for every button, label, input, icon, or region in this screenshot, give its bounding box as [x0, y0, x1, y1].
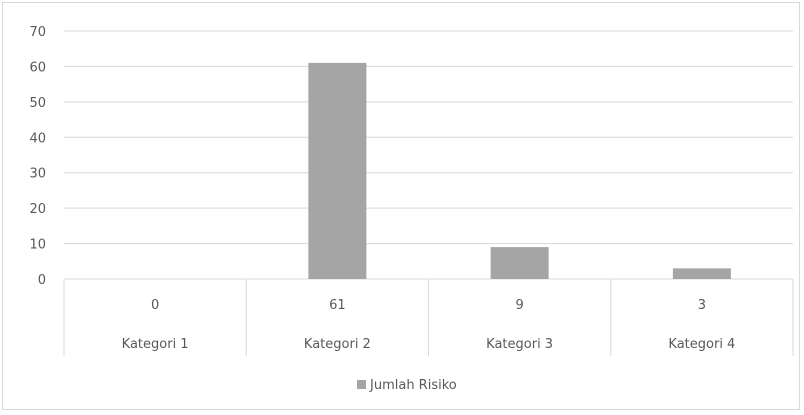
y-tick-label: 30 [29, 167, 46, 182]
data-label: 9 [515, 298, 523, 313]
y-tick-label: 40 [29, 131, 46, 146]
y-tick-label: 50 [29, 96, 46, 111]
bar [490, 247, 549, 279]
legend-label: Jumlah Risiko [369, 378, 457, 393]
data-label: 61 [329, 298, 346, 313]
data-table: 0 Kategori 1 61 Kategori 2 9 Kategori 3 3 Kateg… [63, 279, 794, 356]
bars [308, 62, 731, 280]
legend-swatch [357, 380, 366, 389]
chart-frame [2, 2, 800, 410]
y-tick-label: 10 [29, 238, 46, 253]
legend: Jumlah Risiko [357, 378, 457, 393]
x-tick-label: Kategori 1 [122, 337, 189, 352]
y-tick-label: 0 [38, 273, 46, 288]
data-label: 3 [698, 298, 706, 313]
gridlines [64, 30, 793, 280]
x-tick-label: Kategori 4 [668, 337, 735, 352]
x-tick-label: Kategori 3 [486, 337, 553, 352]
y-axis-tick-labels: 0 10 20 30 40 50 60 70 [29, 25, 46, 288]
y-tick-label: 60 [29, 60, 46, 75]
y-tick-label: 70 [29, 25, 46, 40]
y-tick-label: 20 [29, 202, 46, 217]
bar [672, 268, 731, 279]
x-tick-label: Kategori 2 [304, 337, 371, 352]
bar [308, 62, 367, 280]
data-label: 0 [151, 298, 159, 313]
